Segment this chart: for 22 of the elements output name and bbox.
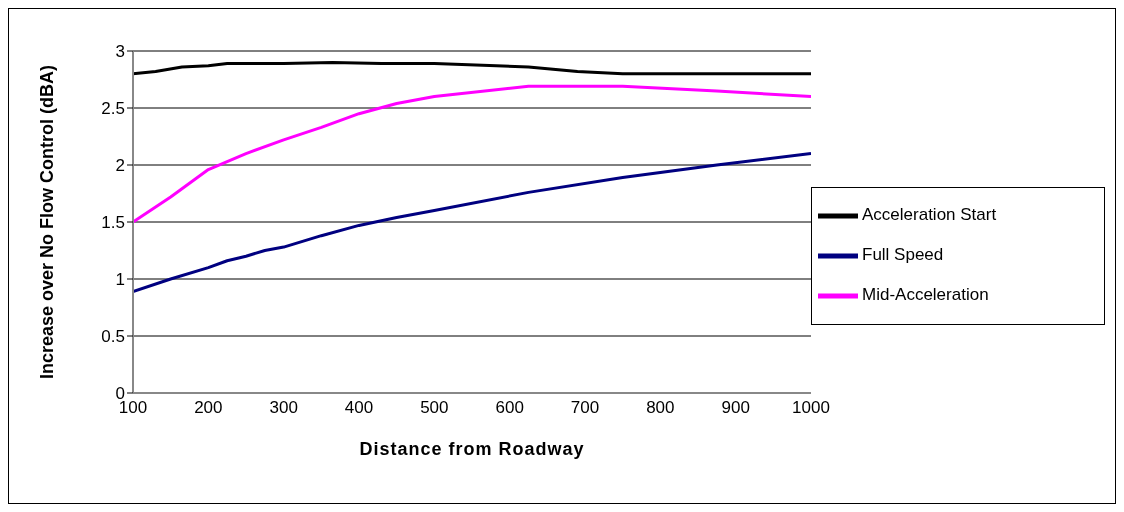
x-axis-title: Distance from Roadway <box>359 439 585 459</box>
y-tick-label: 2.5 <box>101 99 125 119</box>
legend-label: Acceleration Start <box>862 205 997 225</box>
y-tick-label: 1 <box>115 270 125 290</box>
y-tick-label: 1.5 <box>101 213 125 233</box>
x-tick-label: 500 <box>420 398 449 418</box>
x-tick-label: 1000 <box>792 398 830 418</box>
x-tick-label: 400 <box>344 398 374 418</box>
x-tick-label: 300 <box>269 398 298 418</box>
x-tick-label: 200 <box>194 398 223 418</box>
y-tick-label: 2 <box>115 156 125 176</box>
x-tick-label: 600 <box>495 398 524 418</box>
legend-label: Mid-Acceleration <box>862 285 989 305</box>
y-tick-label: 3 <box>115 42 125 62</box>
line-series <box>133 60 811 76</box>
legend-label: Full Speed <box>862 245 944 265</box>
x-tick-label: 100 <box>118 398 148 418</box>
x-tick-label: 800 <box>646 398 675 418</box>
y-axis-title: Increase over No Flow Control (dBA) <box>37 64 58 380</box>
x-tick-label: 900 <box>721 398 750 418</box>
y-tick-label: 0.5 <box>101 327 125 347</box>
x-tick-label: 700 <box>570 398 600 418</box>
